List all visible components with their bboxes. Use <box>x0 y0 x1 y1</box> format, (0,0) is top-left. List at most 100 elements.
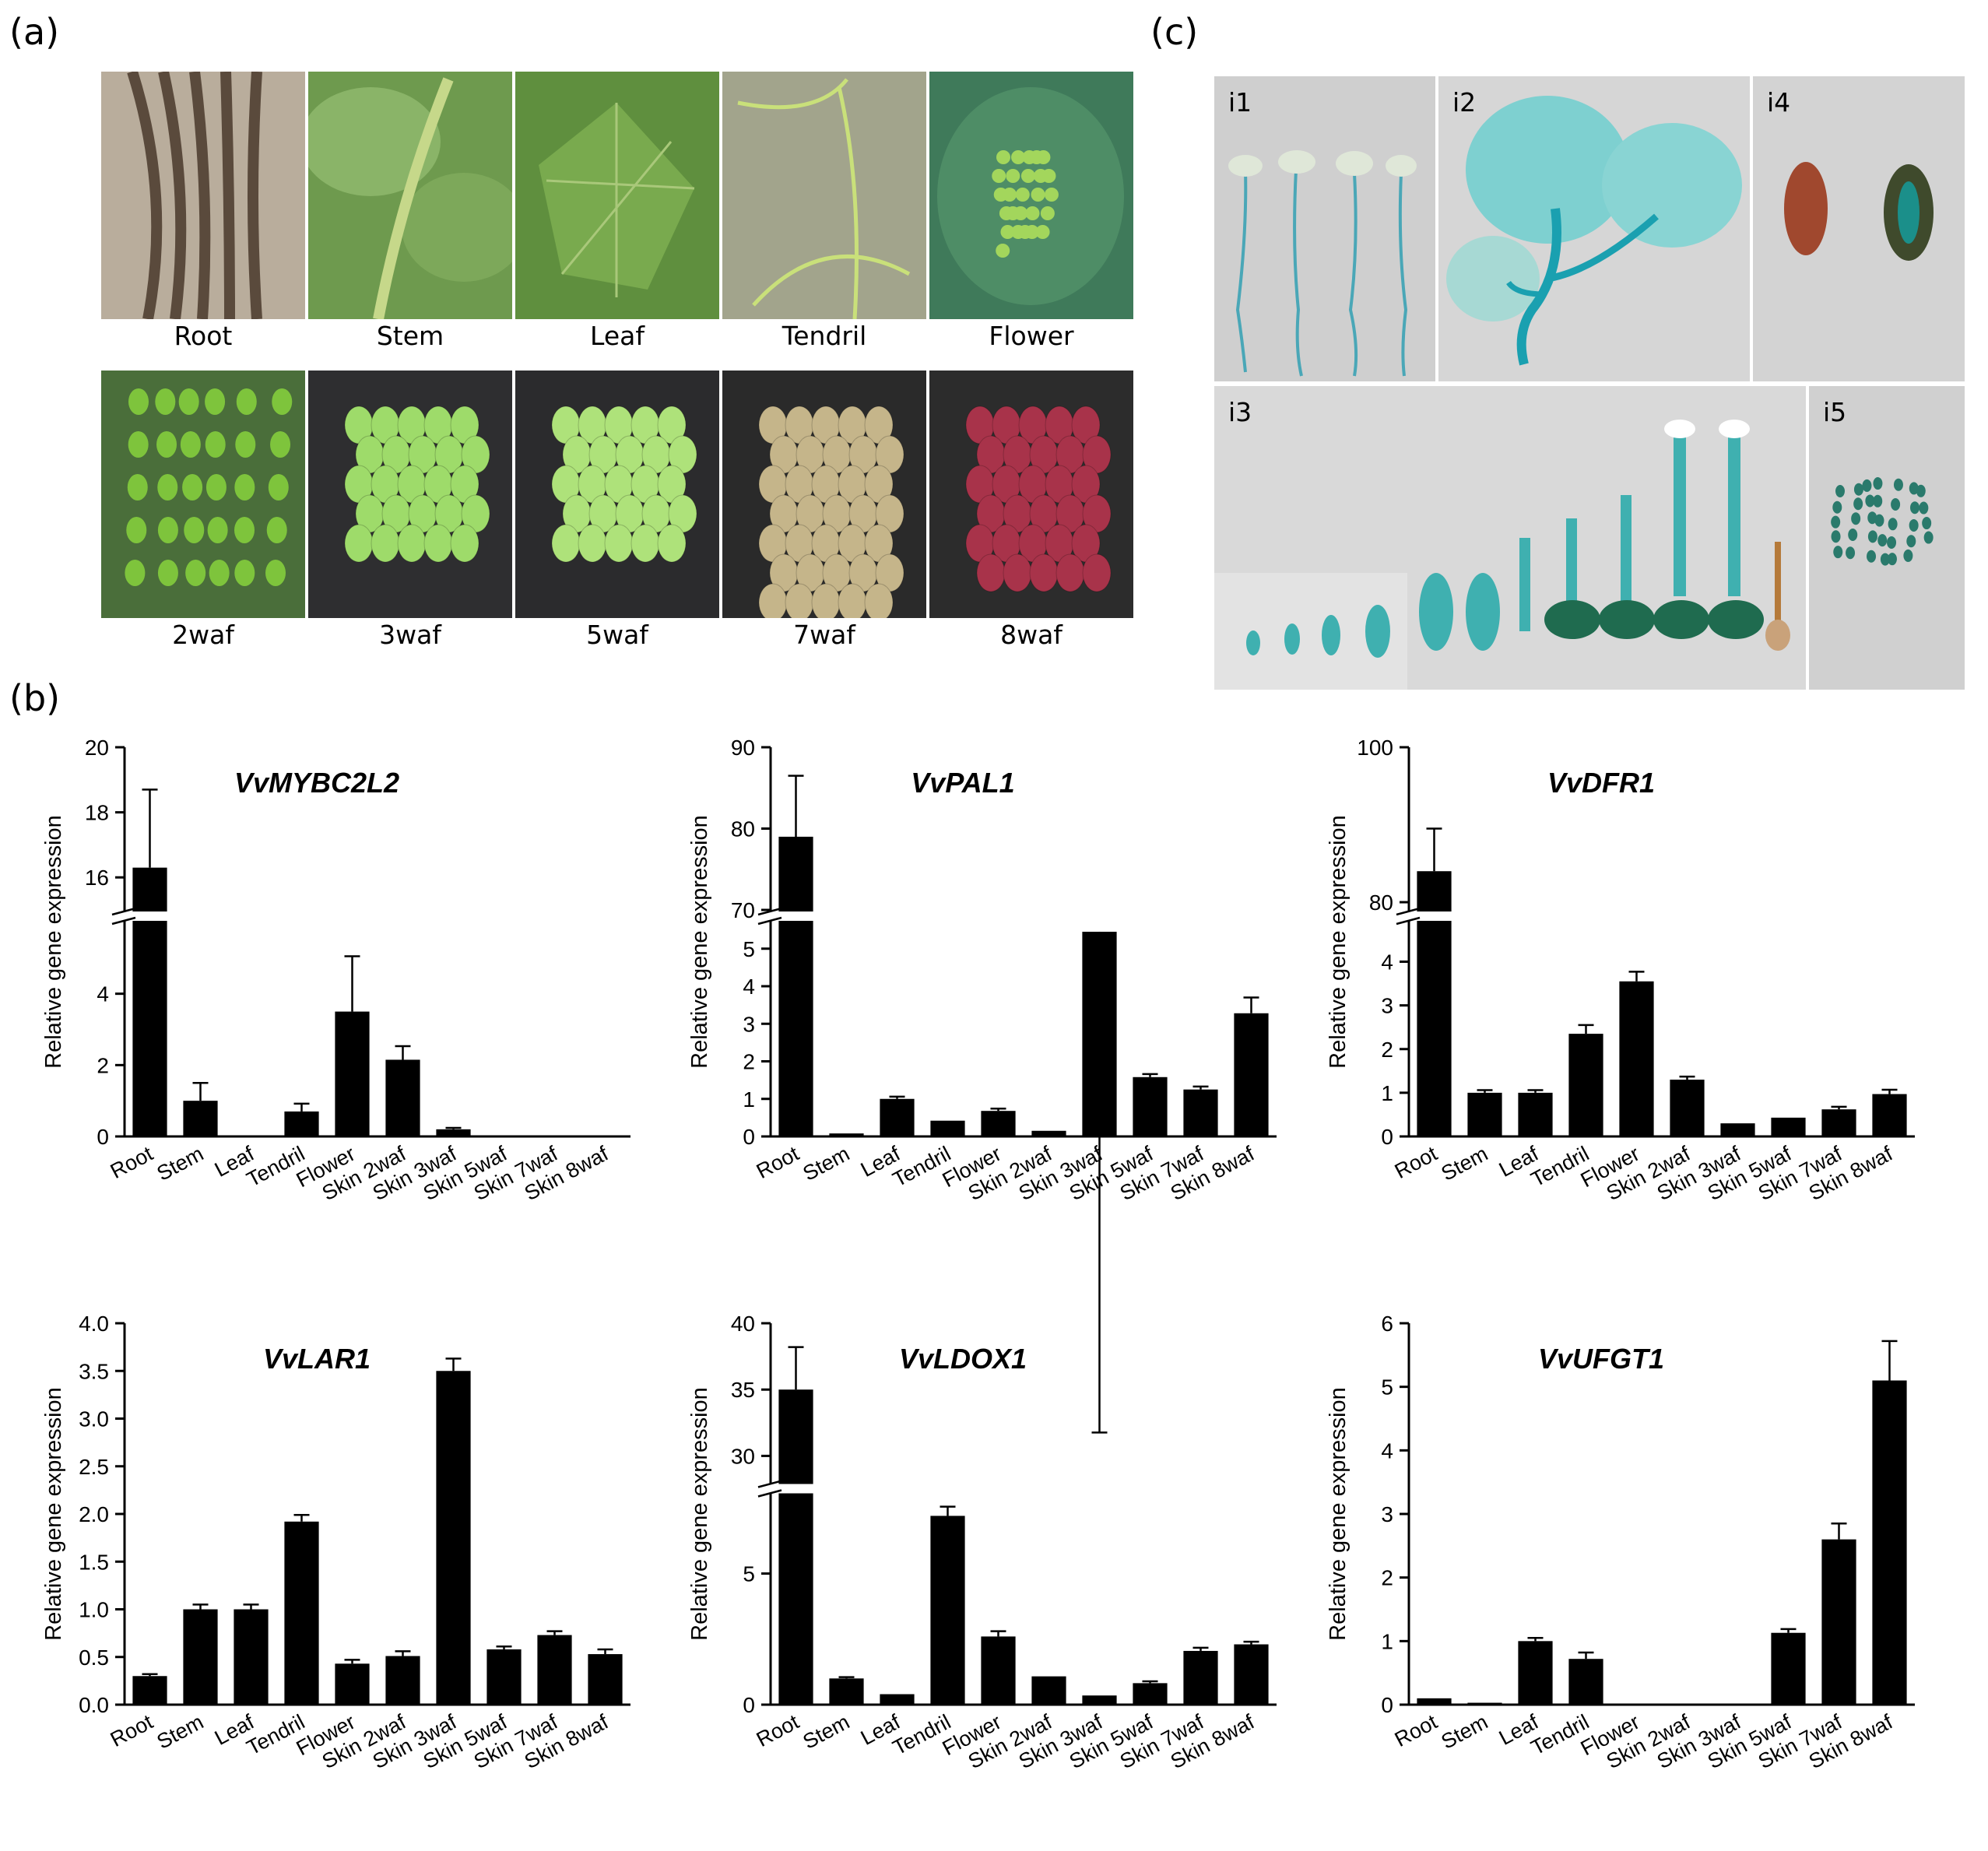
x-tick-label: Root <box>107 1710 157 1751</box>
tissue-photo <box>101 371 305 618</box>
seed-dot <box>1835 485 1845 497</box>
y-tick-label: 5 <box>743 937 755 961</box>
x-tick-label: Root <box>1391 1142 1442 1183</box>
x-tick-label: Root <box>753 1710 803 1751</box>
axis-break-mark <box>1396 916 1421 926</box>
bar <box>183 1609 218 1705</box>
y-tick-label: 0.0 <box>79 1693 109 1717</box>
y-tick-label: 4 <box>1381 1438 1393 1463</box>
seed-dot <box>1880 553 1890 566</box>
photo-caption: Tendril <box>782 321 867 351</box>
y-tick-label: 2 <box>97 1053 109 1077</box>
bar <box>1821 1539 1856 1705</box>
bar <box>1133 1683 1168 1705</box>
seed-dot <box>1891 498 1901 511</box>
seed-dot <box>1848 529 1858 542</box>
chart-title: VvLDOX1 <box>899 1343 1027 1375</box>
y-tick-label: 1 <box>1381 1629 1393 1653</box>
bar <box>1234 1013 1269 1136</box>
bar <box>1183 1089 1218 1136</box>
bar <box>385 1656 420 1705</box>
photo-caption: Flower <box>989 321 1074 351</box>
bar <box>1467 1702 1502 1705</box>
gus-tile-i2: i2 <box>1438 76 1750 381</box>
y-tick-label: 3.5 <box>79 1359 109 1383</box>
bar <box>436 1371 471 1705</box>
y-tick-label: 3 <box>743 1012 755 1036</box>
bar <box>1872 1380 1907 1705</box>
bar <box>1771 1117 1806 1136</box>
bar <box>132 867 167 1136</box>
y-tick-label: 5 <box>1381 1375 1393 1400</box>
x-tick-label: Stem <box>1438 1710 1492 1754</box>
bar <box>1082 1695 1117 1705</box>
y-tick-label: 4 <box>1381 950 1393 975</box>
y-tick-label: 4 <box>743 975 755 999</box>
y-tick-label: 80 <box>1369 890 1393 915</box>
seed-dot <box>1867 511 1877 525</box>
x-tick-label: Stem <box>799 1710 854 1754</box>
x-tick-label: Stem <box>153 1710 208 1754</box>
tissue-photo <box>101 72 305 319</box>
bar <box>486 1649 522 1705</box>
seed-dot <box>1909 518 1919 532</box>
seed-dot <box>1906 535 1916 548</box>
y-axis-label: Relative gene expression <box>687 815 712 1069</box>
y-tick-label: 30 <box>731 1444 755 1468</box>
photo-caption: 8waf <box>1000 620 1062 650</box>
y-tick-label: 3 <box>1381 1502 1393 1526</box>
bar <box>1771 1632 1806 1705</box>
y-tick-label: 3 <box>1381 994 1393 1018</box>
x-tick-label: Root <box>1391 1710 1442 1751</box>
y-tick-label: 0.5 <box>79 1646 109 1670</box>
seed-dot <box>1831 515 1841 529</box>
seed-dot <box>1916 484 1926 497</box>
seed-dot <box>1833 546 1843 559</box>
bar <box>183 1101 218 1136</box>
y-tick-label: 80 <box>731 817 755 841</box>
seed-dot <box>1873 494 1883 508</box>
axis-break-mark <box>1396 907 1421 916</box>
bar <box>284 1521 319 1705</box>
seed-dot <box>1887 553 1897 566</box>
bar <box>1031 1130 1066 1136</box>
bar <box>335 1011 370 1136</box>
seed-dot <box>1832 501 1842 514</box>
bar <box>1568 1659 1603 1705</box>
bar <box>234 1609 269 1705</box>
y-tick-label: 0 <box>743 1125 755 1149</box>
photo-caption: 5waf <box>586 620 648 650</box>
bar <box>981 1111 1016 1136</box>
y-tick-label: 20 <box>85 736 109 760</box>
seed-dot <box>1922 517 1932 530</box>
gus-tile-i4: i4 <box>1753 76 1965 381</box>
gus-tile-i3: i3 <box>1214 386 1806 690</box>
x-tick-label: Root <box>107 1142 157 1183</box>
bar <box>1518 1092 1553 1136</box>
photo-caption: Stem <box>376 321 444 351</box>
y-tick-label: 18 <box>85 801 109 825</box>
bar <box>1417 871 1452 1136</box>
tissue-photo <box>929 72 1133 319</box>
seed-dot <box>1867 550 1877 563</box>
photo-caption: 3waf <box>379 620 441 650</box>
bar <box>132 1676 167 1705</box>
y-axis-label: Relative gene expression <box>1326 1387 1351 1641</box>
y-axis-label: Relative gene expression <box>41 815 66 1069</box>
tissue-photo <box>308 371 512 618</box>
gus-tile-label: i4 <box>1767 87 1791 118</box>
seed-dot <box>1888 518 1898 531</box>
y-tick-label: 3.0 <box>79 1407 109 1431</box>
axis-break-mark <box>757 1489 782 1498</box>
bar <box>1031 1676 1066 1705</box>
y-tick-label: 90 <box>731 736 755 760</box>
bar <box>930 1516 965 1705</box>
panel-label-b: (b) <box>9 677 61 719</box>
tissue-photo <box>515 371 719 618</box>
bar <box>284 1111 319 1136</box>
tissue-photo <box>722 371 926 618</box>
y-tick-label: 4.0 <box>79 1312 109 1336</box>
bar <box>930 1120 965 1136</box>
seed-dot <box>1867 530 1877 543</box>
